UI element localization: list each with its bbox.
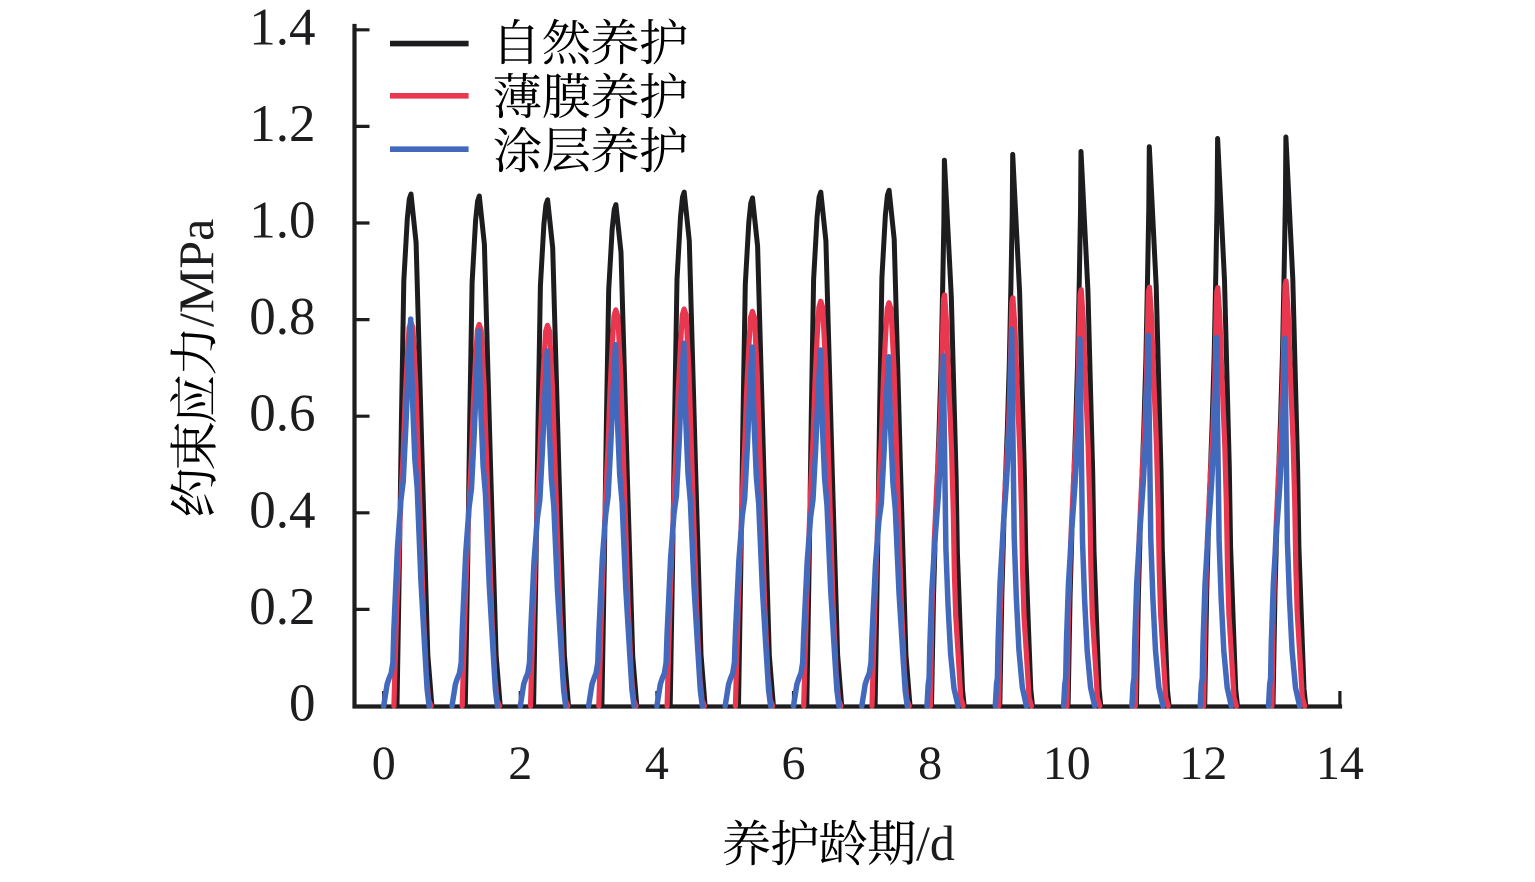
svg-text:12: 12 [1179,737,1227,790]
svg-text:0.8: 0.8 [249,288,315,346]
svg-text:0.2: 0.2 [249,578,315,636]
svg-text:0: 0 [372,737,396,790]
svg-text:2: 2 [508,737,532,790]
svg-text:4: 4 [645,737,669,790]
svg-text:6: 6 [782,737,806,790]
svg-text:8: 8 [918,737,942,790]
svg-text:1.2: 1.2 [249,95,315,153]
svg-text:/d: /d [916,815,955,871]
svg-text:1.4: 1.4 [249,0,315,56]
svg-text:0.6: 0.6 [249,385,315,443]
svg-text:0: 0 [289,675,316,733]
svg-text:1.0: 1.0 [249,192,315,250]
svg-text:10: 10 [1043,737,1091,790]
svg-text:0.4: 0.4 [249,481,315,539]
svg-text:14: 14 [1316,737,1364,790]
svg-text:/MPa: /MPa [168,219,224,327]
